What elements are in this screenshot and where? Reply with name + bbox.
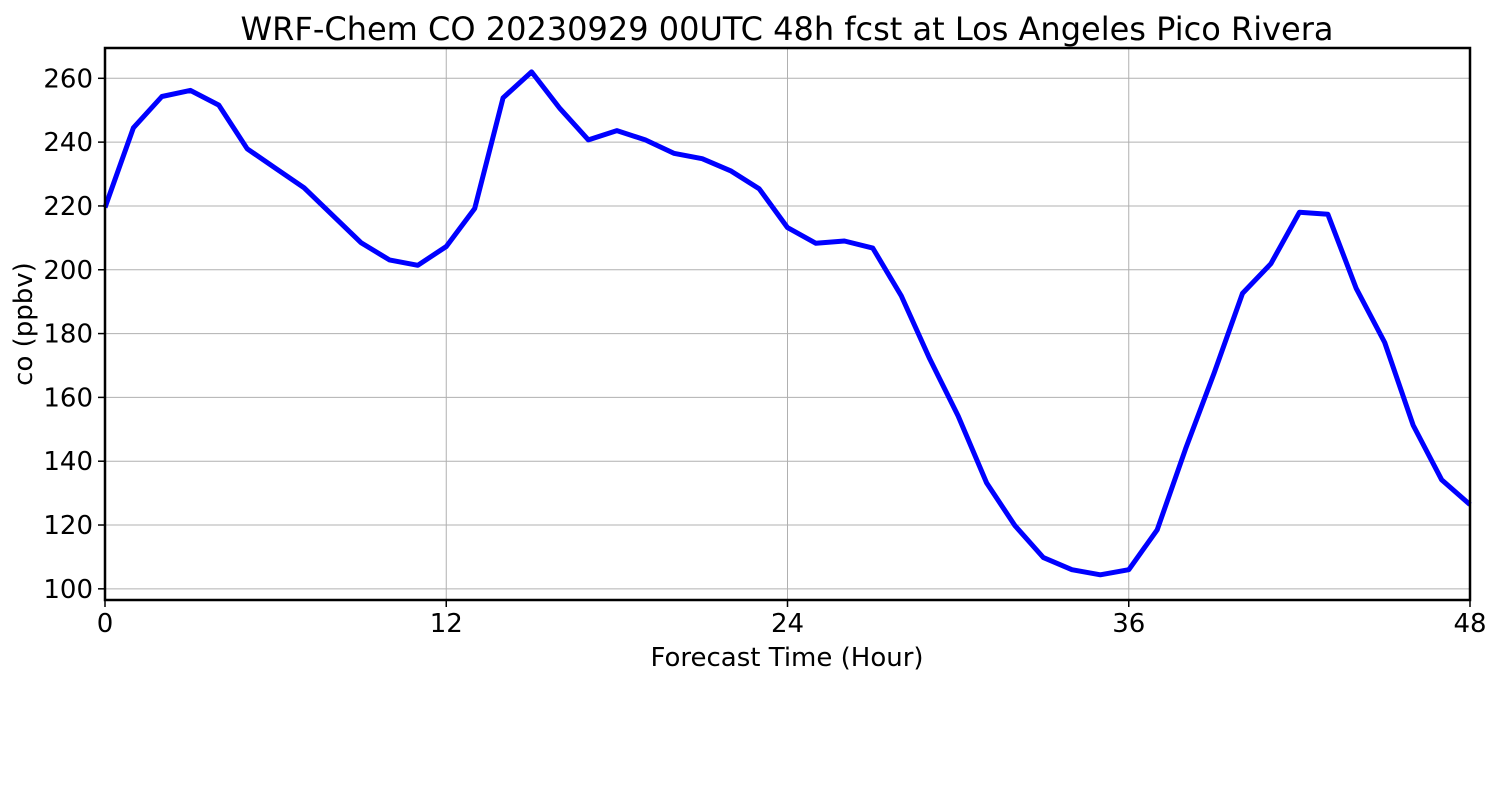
y-axis-ticks: 100 120 140 160 180 200 220 240 260	[43, 64, 105, 605]
y-tick-label: 200	[43, 256, 93, 286]
y-tick-label: 140	[43, 447, 93, 477]
x-tick-label: 0	[97, 609, 114, 639]
series-line	[102, 69, 1472, 578]
y-tick-label: 240	[43, 128, 93, 158]
y-axis-label: co (ppbv)	[9, 262, 39, 386]
grid	[104, 48, 1471, 600]
series-layer	[102, 69, 1472, 578]
x-tick-label: 48	[1453, 609, 1486, 639]
y-tick-label: 260	[43, 64, 93, 94]
x-axis-ticks: 0 12 24 36 48	[97, 600, 1487, 639]
chart-title: WRF-Chem CO 20230929 00UTC 48h fcst at L…	[241, 10, 1334, 48]
y-tick-label: 180	[43, 320, 93, 350]
y-tick-label: 160	[43, 383, 93, 413]
x-tick-label: 12	[430, 609, 463, 639]
y-tick-label: 220	[43, 192, 93, 222]
y-tick-label: 100	[43, 575, 93, 605]
x-axis-label: Forecast Time (Hour)	[650, 643, 923, 673]
x-tick-label: 24	[771, 609, 804, 639]
x-tick-label: 36	[1112, 609, 1145, 639]
y-tick-label: 120	[43, 511, 93, 541]
